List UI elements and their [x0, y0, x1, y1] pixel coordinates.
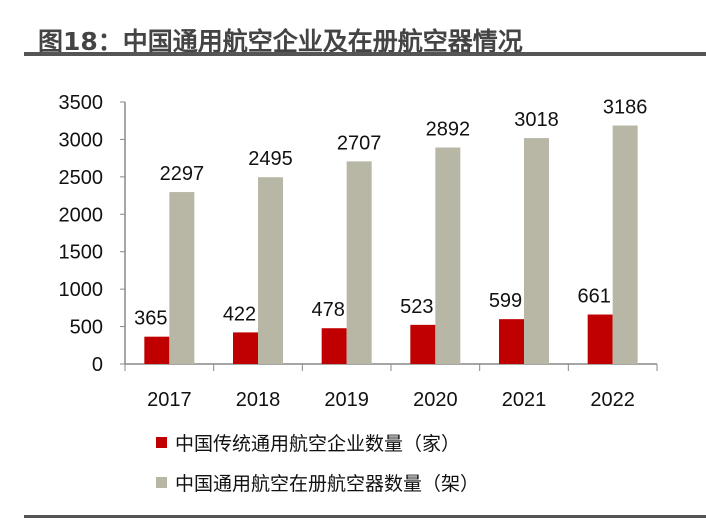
legend-swatch-gray: [156, 477, 167, 488]
y-tick-label: 3000: [59, 129, 104, 151]
y-tick-label: 1500: [59, 242, 104, 264]
x-tick-label: 2020: [413, 389, 458, 411]
data-label: 422: [223, 303, 256, 325]
data-label: 2495: [248, 148, 293, 170]
data-label: 2297: [160, 163, 205, 185]
chart-title: 图18：中国通用航空企业及在册航空器情况: [38, 27, 523, 56]
data-label: 365: [134, 308, 167, 330]
data-label: 661: [577, 286, 610, 308]
bar-enterprises: [321, 328, 347, 364]
data-label: 3018: [514, 109, 559, 131]
y-tick-label: 0: [92, 354, 103, 376]
x-tick-label: 2022: [590, 389, 635, 411]
y-tick-label: 2000: [59, 204, 104, 226]
legend-label: 中国通用航空在册航空器数量（架）: [175, 473, 480, 495]
data-label: 2892: [426, 119, 471, 141]
data-label: 2707: [337, 132, 382, 154]
bar-aircraft: [346, 161, 372, 364]
y-tick-label: 2500: [59, 167, 104, 189]
bar-aircraft: [435, 147, 461, 364]
x-tick-label: 2021: [502, 389, 547, 411]
data-label: 599: [489, 290, 522, 312]
bar-enterprises: [144, 336, 170, 364]
x-tick-label: 2017: [147, 389, 192, 411]
legend-item-enterprises: 中国传统通用航空企业数量（家）: [156, 429, 460, 456]
bar-enterprises: [499, 319, 524, 364]
legend-swatch-red: [156, 437, 167, 448]
bottom-divider: [24, 515, 706, 518]
data-label: 478: [311, 299, 344, 321]
bar-aircraft: [169, 192, 195, 364]
bar-enterprises: [587, 314, 613, 364]
y-tick-label: 500: [70, 317, 103, 339]
bar-enterprises: [410, 324, 436, 364]
legend-label: 中国传统通用航空企业数量（家）: [175, 433, 461, 455]
bar-aircraft: [612, 125, 638, 364]
x-tick-label: 2019: [324, 389, 369, 411]
data-label: 3186: [603, 97, 648, 119]
legend-item-aircraft: 中国通用航空在册航空器数量（架）: [156, 469, 479, 496]
title-divider: [24, 52, 706, 56]
bar-aircraft: [258, 177, 283, 364]
bar-enterprises: [233, 332, 258, 364]
x-tick-label: 2018: [236, 389, 281, 411]
y-tick-label: 3500: [59, 92, 104, 114]
data-label: 523: [400, 296, 433, 318]
bar-aircraft: [524, 138, 549, 364]
y-tick-label: 1000: [59, 279, 104, 301]
